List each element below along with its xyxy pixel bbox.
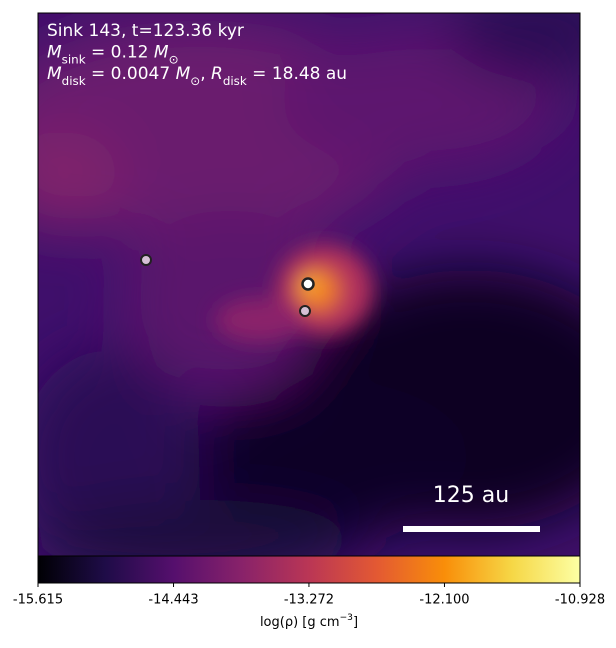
text-segment: = 18.48 au xyxy=(247,64,347,84)
colorbar-tick-label: -12.100 xyxy=(419,593,469,608)
text-line: log(ρ) [g cm−3] xyxy=(260,613,358,630)
superscript: −3 xyxy=(340,613,354,623)
colorbar-tick-label: -15.615 xyxy=(13,593,63,608)
sink-marker xyxy=(140,254,152,266)
sink-marker xyxy=(299,305,311,317)
text-segment: ] xyxy=(353,615,358,630)
subscript: ⊙ xyxy=(169,52,179,66)
subscript: disk xyxy=(62,74,86,88)
text-segment: M xyxy=(47,64,62,84)
text-line: Sink 143, t=123.36 kyr xyxy=(47,21,244,41)
colorbar: -15.615 -14.443 -13.272 -12.100 -10.928 log(ρ… xyxy=(13,555,605,630)
subscript: disk xyxy=(223,74,247,88)
text-segment: = 0.0047 xyxy=(86,64,176,84)
colorbar-tick-label: -13.272 xyxy=(284,593,334,608)
text-segment: R xyxy=(211,64,223,84)
text-segment: Sink 143, t=123.36 kyr xyxy=(47,21,244,41)
text-line: Msink = 0.12 M⊙ xyxy=(47,43,179,67)
text-line: Mdisk = 0.0047 M⊙, Rdisk = 18.48 au xyxy=(47,64,347,88)
text-segment: M xyxy=(154,43,169,63)
text-segment: , xyxy=(200,64,211,84)
text-segment: M xyxy=(47,43,62,63)
sink-marker xyxy=(301,277,315,291)
text-segment: = 0.12 xyxy=(86,43,154,63)
density-map: 125 au xyxy=(38,13,580,556)
subscript: ⊙ xyxy=(190,74,200,88)
text-segment: M xyxy=(176,64,191,84)
colorbar-body xyxy=(37,555,581,584)
colorbar-tick-label: -10.928 xyxy=(555,593,605,608)
colorbar-tick-label: -14.443 xyxy=(148,593,198,608)
text-segment: log(ρ) [g cm xyxy=(260,615,340,630)
scale-bar-label: 125 au xyxy=(433,483,509,508)
subscript: sink xyxy=(62,52,86,66)
